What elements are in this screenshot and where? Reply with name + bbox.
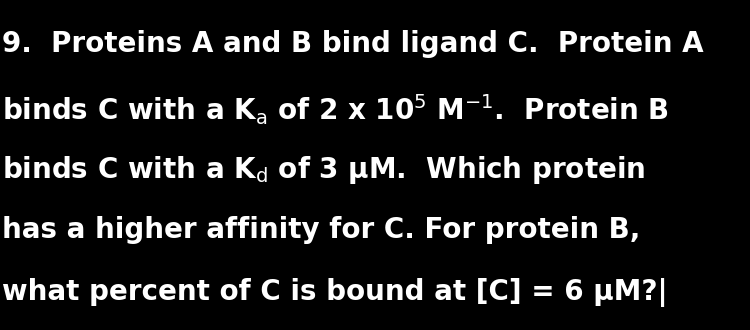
Text: what percent of C is bound at [C] = 6 μM?|: what percent of C is bound at [C] = 6 μM… <box>2 278 668 307</box>
Text: 9.  Proteins A and B bind ligand C.  Protein A: 9. Proteins A and B bind ligand C. Prote… <box>2 30 704 58</box>
Text: binds C with a K$_{\mathrm{d}}$ of 3 μM.  Which protein: binds C with a K$_{\mathrm{d}}$ of 3 μM.… <box>2 154 645 186</box>
Text: has a higher affinity for C. For protein B,: has a higher affinity for C. For protein… <box>2 216 640 244</box>
Text: binds C with a K$_{\mathrm{a}}$ of 2 x 10$^{5}$ M$^{-1}$.  Protein B: binds C with a K$_{\mathrm{a}}$ of 2 x 1… <box>2 92 669 127</box>
